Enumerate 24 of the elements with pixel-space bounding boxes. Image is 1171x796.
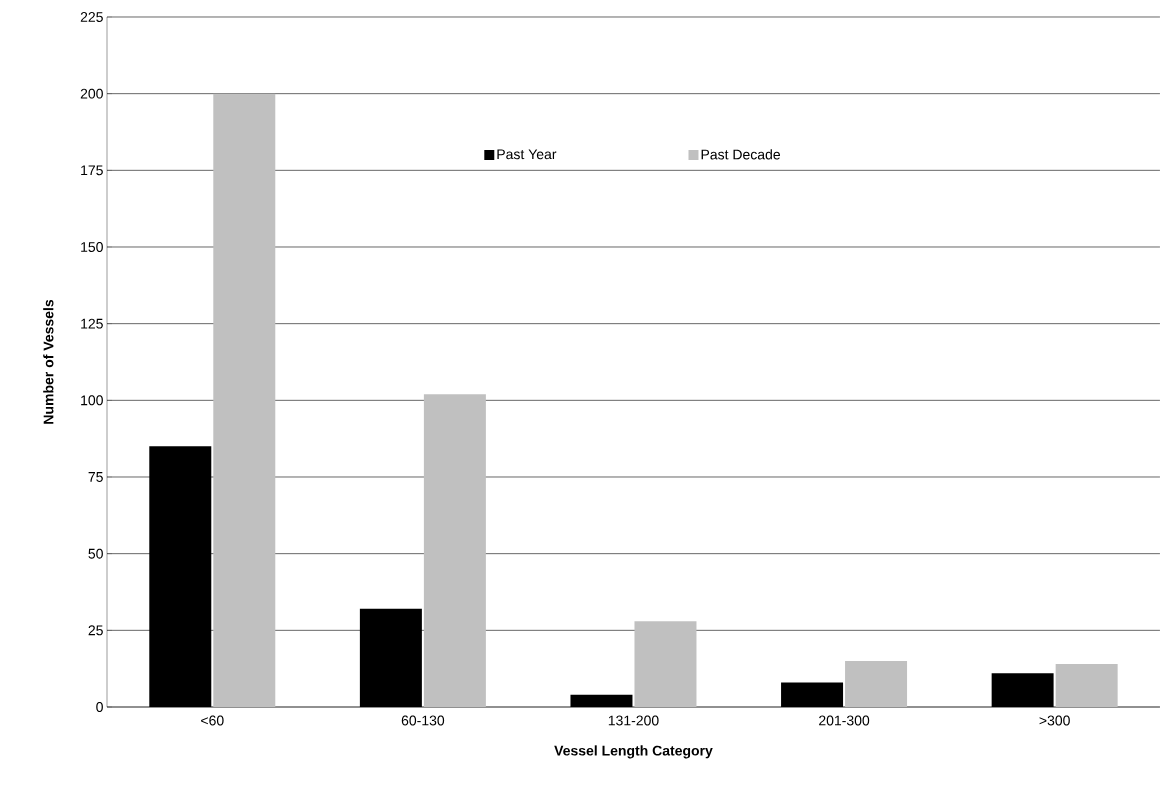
y-tick-label: 125 [81,318,103,329]
y-tick-label: 150 [81,242,103,252]
bar [634,621,697,707]
x-tick-label: 60-130 [401,715,445,726]
y-tick-label: 0 [96,702,103,712]
x-tick-label: >300 [1039,715,1070,726]
y-tick-label: 50 [88,548,103,559]
y-tick-label: 225 [80,12,103,22]
bar [213,93,276,707]
y-tick-label: 175 [81,165,103,176]
legend-label: Past Decade [701,149,780,160]
y-tick-label: 200 [80,88,103,99]
legend-label: Past Year [497,149,557,160]
y-tick-label: 100 [81,395,103,406]
x-tick-label: <60 [201,715,224,726]
bar [1055,664,1118,707]
y-tick-label: 25 [88,625,103,636]
x-axis-title: Vessel Length Category [554,745,713,759]
x-tick-label: 131-200 [608,715,659,726]
y-axis-title: Number of Vessels [43,299,54,424]
x-tick-label: 201-300 [819,715,870,726]
bar [845,661,908,707]
bar [423,394,486,707]
y-tick-label: 75 [88,472,103,482]
